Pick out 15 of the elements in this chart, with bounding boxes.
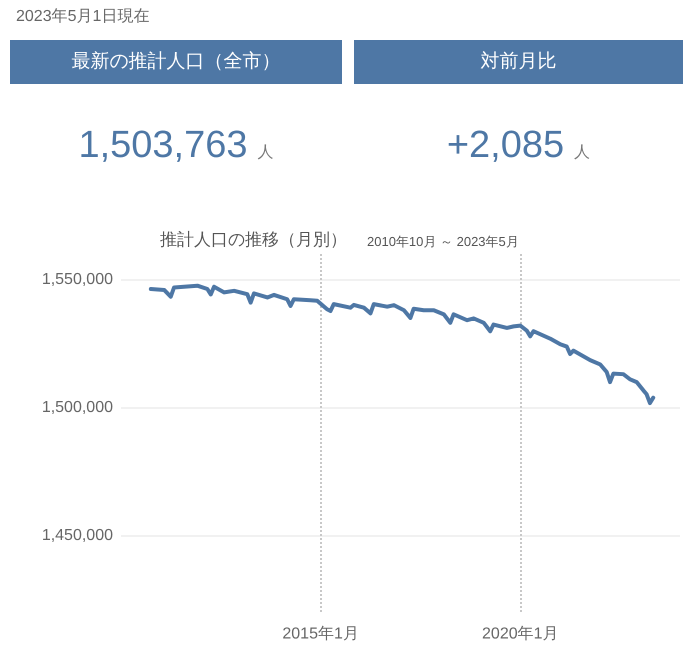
chart-title: 推計人口の推移（月別） (160, 230, 347, 249)
line-series (148, 284, 656, 406)
text: 人 (258, 144, 274, 161)
y-tick-label: 1,450,000 (42, 526, 114, 544)
text: 対前月比 (354, 40, 683, 84)
text: 人 (574, 144, 590, 161)
x-tick-label: 2020年1月 (482, 626, 559, 642)
y-tick-label: 1,550,000 (42, 271, 114, 288)
chart-subtitle: 2010年10月 ～ 2023年5月 (367, 234, 519, 249)
text: 最新の推計人口（全市） (10, 40, 342, 84)
text: +2,085 (446, 124, 564, 166)
y-tick-label: 1,500,000 (42, 398, 114, 416)
text: 2023年5月1日現在 (16, 7, 150, 27)
text: 1,503,763 (78, 124, 248, 166)
x-tick-label: 2015年1月 (282, 626, 359, 642)
